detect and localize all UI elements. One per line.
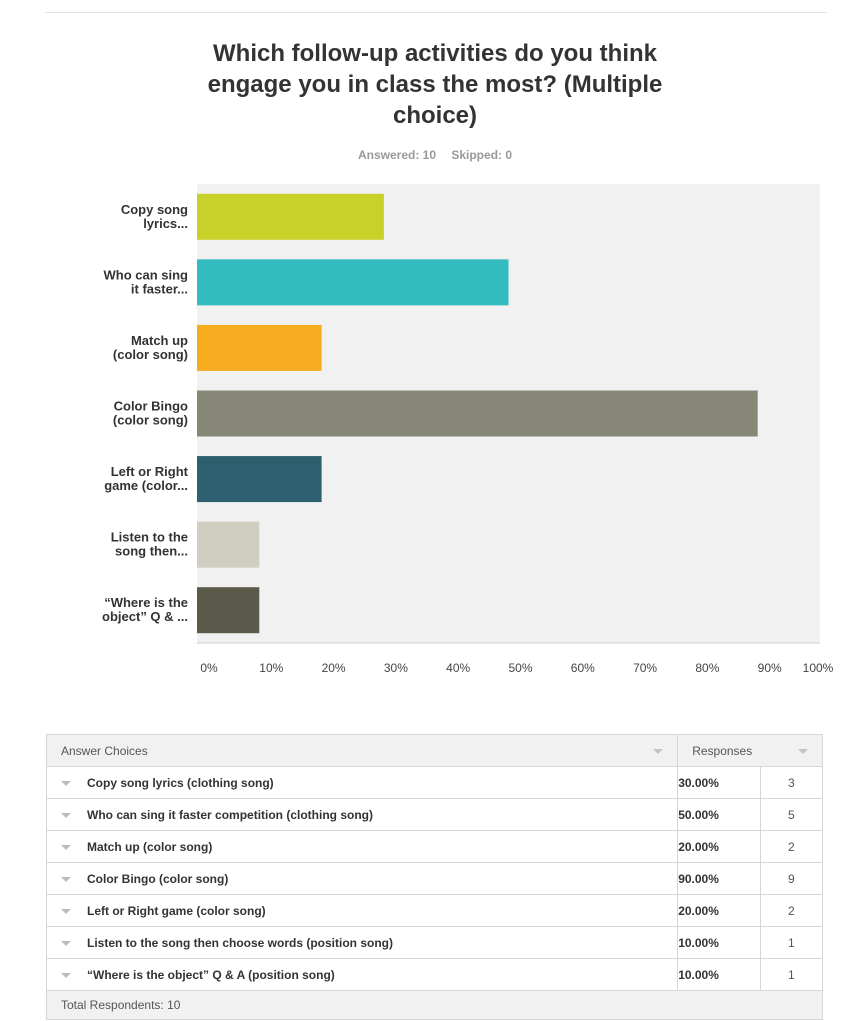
category-label-2: Who can sing it faster... bbox=[104, 267, 189, 296]
answer-choice-label: Listen to the song then choose words (po… bbox=[87, 935, 393, 950]
bar-4[interactable] bbox=[197, 390, 758, 437]
question-title-line-1: Which follow-up activities do you think bbox=[213, 40, 657, 67]
response-count: 9 bbox=[759, 862, 824, 895]
x-tick-label-10: 100% bbox=[803, 661, 834, 675]
expand-toggle-icon[interactable] bbox=[61, 908, 71, 914]
answer-choice-cell: Who can sing it faster competition (clot… bbox=[45, 798, 679, 831]
response-percent: 10.00% bbox=[677, 926, 761, 959]
answer-choice-label: Left or Right game (color song) bbox=[87, 903, 266, 918]
category-label-4: Color Bingo (color song) bbox=[113, 399, 188, 428]
question-title: Which follow-up activities do you think … bbox=[150, 38, 720, 131]
bar-2[interactable] bbox=[197, 259, 509, 306]
x-tick-label-7: 70% bbox=[633, 661, 657, 675]
question-title-line-2: engage you in class the most? (Multiple bbox=[207, 71, 663, 98]
answer-choice-cell: Match up (color song) bbox=[45, 830, 679, 863]
response-percent: 20.00% bbox=[677, 894, 761, 927]
bar-1[interactable] bbox=[197, 193, 384, 240]
x-tick-label-0: 0% bbox=[200, 661, 218, 675]
answer-choice-label: Color Bingo (color song) bbox=[87, 871, 229, 886]
expand-toggle-icon[interactable] bbox=[61, 876, 71, 882]
table-row: Copy song lyrics (clothing song) 30.00% 3 bbox=[45, 766, 824, 799]
total-respondents: Total Respondents: 10 bbox=[46, 990, 823, 1020]
x-tick-label-4: 40% bbox=[446, 661, 470, 675]
category-label-5: Left or Right game (color... bbox=[104, 464, 188, 493]
top-divider bbox=[45, 12, 827, 13]
answer-choice-cell: Color Bingo (color song) bbox=[45, 862, 679, 895]
answer-choices-header-label: Answer Choices bbox=[61, 743, 148, 758]
answer-choice-cell: “Where is the object” Q & A (position so… bbox=[45, 958, 679, 991]
responses-header[interactable]: Responses bbox=[677, 734, 823, 767]
x-tick-label-3: 30% bbox=[384, 661, 408, 675]
x-tick-label-6: 60% bbox=[571, 661, 595, 675]
answer-choice-label: Who can sing it faster competition (clot… bbox=[87, 807, 373, 822]
expand-toggle-icon[interactable] bbox=[61, 812, 71, 818]
table-footer-row: Total Respondents: 10 bbox=[46, 990, 823, 1020]
bar-7[interactable] bbox=[197, 587, 260, 634]
responses-table: Answer Choices Responses Copy song lyric… bbox=[45, 734, 824, 1020]
table-row: Color Bingo (color song) 90.00% 9 bbox=[45, 862, 824, 895]
response-percent: 50.00% bbox=[677, 798, 761, 831]
answer-choice-cell: Left or Right game (color song) bbox=[45, 894, 679, 927]
table-row: Left or Right game (color song) 20.00% 2 bbox=[45, 894, 824, 927]
expand-toggle-icon[interactable] bbox=[61, 780, 71, 786]
x-tick-label-9: 90% bbox=[758, 661, 782, 675]
response-stats: Answered: 10 Skipped: 0 bbox=[0, 148, 847, 162]
table-row: “Where is the object” Q & A (position so… bbox=[45, 958, 824, 991]
category-label-7: “Where is the object” Q & ... bbox=[102, 595, 188, 624]
answer-choices-header[interactable]: Answer Choices bbox=[45, 734, 679, 767]
question-title-line-3: choice) bbox=[392, 102, 478, 129]
sort-icon[interactable] bbox=[798, 749, 808, 754]
category-label-3: Match up (color song) bbox=[113, 333, 188, 362]
response-percent: 10.00% bbox=[677, 958, 761, 991]
table-row: Match up (color song) 20.00% 2 bbox=[45, 830, 824, 863]
x-tick-label-1: 10% bbox=[259, 661, 283, 675]
expand-toggle-icon[interactable] bbox=[61, 844, 71, 850]
expand-toggle-icon[interactable] bbox=[61, 940, 71, 946]
answered-count: Answered: 10 bbox=[357, 148, 436, 162]
response-count: 2 bbox=[759, 830, 824, 863]
x-tick-label-5: 50% bbox=[508, 661, 532, 675]
bar-chart: Copy song lyrics... Who can sing it faster.… bbox=[102, 184, 834, 675]
response-count: 2 bbox=[759, 894, 824, 927]
table-row: Listen to the song then choose words (po… bbox=[45, 926, 824, 959]
x-tick-label-2: 20% bbox=[322, 661, 346, 675]
category-label-1: Copy song lyrics... bbox=[121, 202, 188, 231]
response-percent: 20.00% bbox=[677, 830, 761, 863]
response-percent: 90.00% bbox=[677, 862, 761, 895]
bar-3[interactable] bbox=[197, 324, 322, 371]
response-count: 5 bbox=[759, 798, 824, 831]
bar-6[interactable] bbox=[197, 521, 260, 568]
category-label-6: Listen to the song then... bbox=[111, 530, 188, 559]
bar-5[interactable] bbox=[197, 456, 322, 503]
response-count: 1 bbox=[759, 926, 824, 959]
table-row: Who can sing it faster competition (clot… bbox=[45, 798, 824, 831]
skipped-count: Skipped: 0 bbox=[451, 148, 513, 162]
expand-toggle-icon[interactable] bbox=[61, 972, 71, 978]
responses-header-label: Responses bbox=[692, 743, 753, 758]
response-count: 3 bbox=[759, 766, 824, 799]
table-header-row: Answer Choices Responses bbox=[45, 734, 823, 767]
answer-choice-label: “Where is the object” Q & A (position so… bbox=[87, 967, 335, 982]
x-tick-label-8: 80% bbox=[695, 661, 719, 675]
answer-choice-cell: Copy song lyrics (clothing song) bbox=[45, 766, 679, 799]
answer-choice-label: Match up (color song) bbox=[87, 839, 213, 854]
answer-choice-label: Copy song lyrics (clothing song) bbox=[87, 775, 274, 790]
response-count: 1 bbox=[759, 958, 824, 991]
answer-choice-cell: Listen to the song then choose words (po… bbox=[45, 926, 679, 959]
sort-icon[interactable] bbox=[653, 749, 664, 754]
response-percent: 30.00% bbox=[677, 766, 761, 799]
